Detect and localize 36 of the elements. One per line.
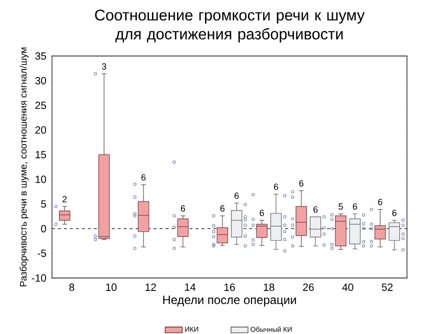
y-tick-label: 25 <box>35 102 46 110</box>
y-tick-label: 15 <box>36 151 46 158</box>
annotation: 6 <box>352 203 358 210</box>
annotation: 6 <box>260 210 264 216</box>
annotation: 6 <box>299 180 304 187</box>
annotation: 6 <box>220 205 224 212</box>
x-tick-label: 18 <box>264 284 274 291</box>
y-tick-label: 35 <box>35 52 46 60</box>
annotation: 3 <box>102 63 106 70</box>
annotation: 6 <box>274 184 278 190</box>
chart-title: Соотношение громкости речи к шуму для достижения разборчивости <box>95 10 365 43</box>
x-tick-label: 40 <box>342 284 354 291</box>
x-tick-label: 16 <box>224 284 235 291</box>
annotation: 6 <box>234 192 239 199</box>
annotation: 6 <box>180 205 186 212</box>
annotation: 6 <box>313 206 318 213</box>
x-tick-label: 52 <box>382 284 393 291</box>
annotation: 6 <box>392 210 396 216</box>
annotation: 6 <box>141 174 146 181</box>
x-tick-label: 14 <box>185 284 196 291</box>
y-tick-label: 10 <box>36 176 46 184</box>
annotation: 6 <box>378 198 382 206</box>
y-tick-label: 5 <box>41 200 46 208</box>
annotation: 5 <box>338 203 343 210</box>
x-tick-label: 8 <box>69 284 74 291</box>
x-tick-label: 12 <box>146 284 156 291</box>
y-tick-label: 0 <box>41 224 46 232</box>
x-axis-title: Недели после операции <box>163 296 296 306</box>
annotation: 2 <box>62 196 67 202</box>
y-tick-label: 20 <box>35 126 46 134</box>
y-axis-title: Разборчивость речи в шуме, соотношения сигнал/шум <box>20 48 29 286</box>
y-tick-label: 30 <box>35 76 46 84</box>
x-tick-label: 10 <box>106 284 117 291</box>
x-tick-label: 26 <box>303 284 314 291</box>
y-tick-label: -10 <box>32 274 46 282</box>
y-tick-label: -5 <box>38 250 46 257</box>
